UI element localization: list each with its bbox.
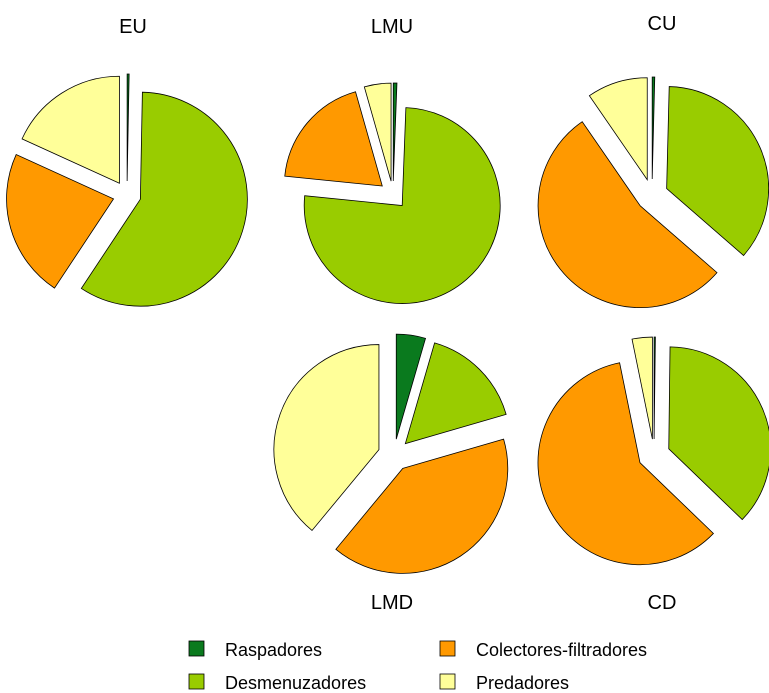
legend-swatch-raspadores <box>188 640 205 657</box>
pie-title-lmu: LMU <box>371 16 413 38</box>
pie-slice-cu-predadores <box>588 77 648 182</box>
legend: Raspadores Colectores-filtradores Desmen… <box>188 640 647 693</box>
legend-swatch-colectores-filtradores <box>439 640 456 657</box>
pie-slice-cu-colectores-filtradores <box>537 121 718 308</box>
pie-slice-lmu-desmenuzadores <box>303 107 501 304</box>
pie-slice-eu-desmenuzadores <box>80 91 248 307</box>
pie-slice-cu-desmenuzadores <box>666 86 769 257</box>
legend-label-colectores-filtradores: Colectores-filtradores <box>476 640 647 660</box>
pie-cu <box>537 76 769 308</box>
pie-cd <box>537 336 769 566</box>
pie-slice-eu-colectores-filtradores <box>6 153 115 289</box>
pie-lmd <box>273 333 509 574</box>
pie-title-cu: CU <box>648 13 677 35</box>
pie-eu <box>6 73 248 307</box>
legend-label-desmenuzadores: Desmenuzadores <box>225 673 366 693</box>
pie-slice-cu-raspadores <box>651 76 656 180</box>
pie-slice-lmd-raspadores <box>395 333 427 440</box>
pie-slice-eu-predadores <box>21 75 120 184</box>
legend-swatch-predadores <box>439 673 456 690</box>
pie-slice-eu-raspadores <box>126 73 130 182</box>
pie-slice-lmu-raspadores <box>392 82 398 182</box>
pie-slice-lmu-colectores-filtradores <box>284 91 383 187</box>
pie-slice-lmd-colectores-filtradores <box>335 438 509 574</box>
legend-label-raspadores: Raspadores <box>225 640 322 660</box>
pie-title-eu: EU <box>119 16 147 38</box>
legend-label-predadores: Predadores <box>476 673 569 693</box>
pie-slice-cd-desmenuzadores <box>668 346 769 521</box>
pie-lmu <box>284 82 501 304</box>
pie-slice-lmd-desmenuzadores <box>404 342 507 445</box>
pie-slice-cd-colectores-filtradores <box>537 362 715 566</box>
pie-slice-lmu-predadores <box>363 82 392 182</box>
pie-slice-lmd-predadores <box>273 344 380 532</box>
pie-title-cd: CD <box>648 592 677 614</box>
pie-title-lmd: LMD <box>371 592 413 614</box>
legend-swatch-desmenuzadores <box>188 673 205 690</box>
pies-layer <box>6 73 769 574</box>
pie-slice-cd-predadores <box>631 336 653 440</box>
pie-slice-cd-raspadores <box>653 336 656 440</box>
